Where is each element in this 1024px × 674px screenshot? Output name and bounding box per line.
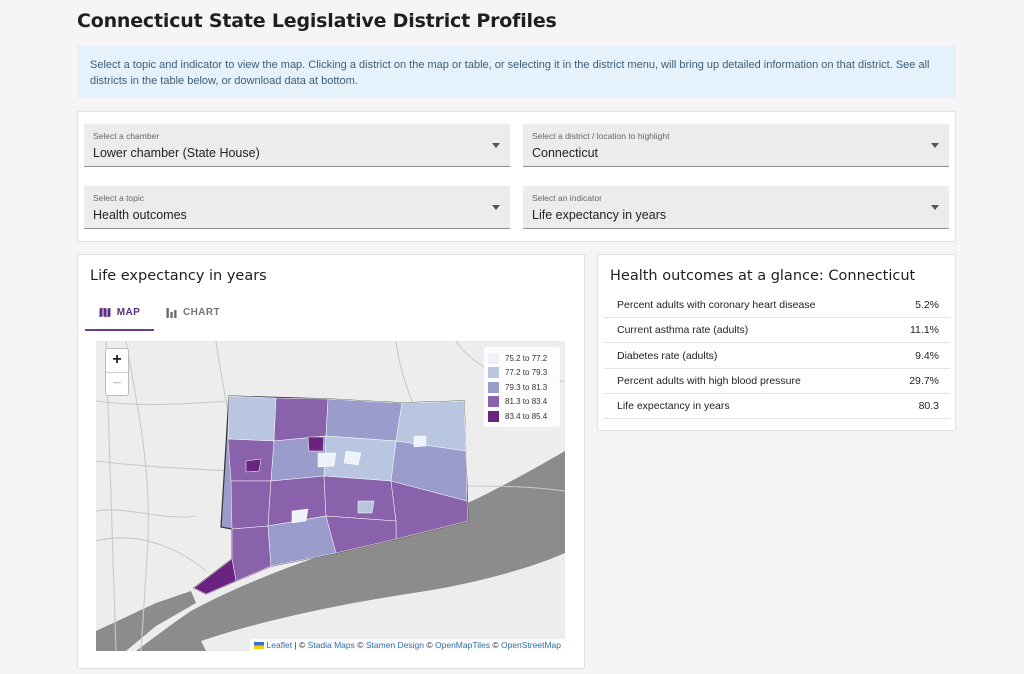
glance-row-label: Diabetes rate (adults)	[617, 350, 718, 362]
glance-row: Diabetes rate (adults) 9.4%	[604, 343, 950, 369]
district-select-value: Connecticut	[532, 146, 599, 160]
glance-row: Percent adults with high blood pressure …	[604, 368, 950, 394]
glance-row-value: 9.4%	[915, 350, 939, 362]
leaflet-link[interactable]: Leaflet	[266, 640, 293, 650]
indicator-select[interactable]: Select an indicator Life expectancy in y…	[523, 186, 949, 229]
legend-label: 81.3 to 83.4	[505, 397, 548, 407]
glance-row-label: Current asthma rate (adults)	[617, 324, 749, 336]
glance-row-label: Percent adults with high blood pressure	[617, 375, 801, 387]
attribution-sep: ©	[354, 640, 366, 650]
legend-swatch	[488, 381, 499, 393]
chevron-down-icon	[931, 143, 939, 148]
legend-item: 81.3 to 83.4	[488, 395, 560, 410]
legend-item: 83.4 to 85.4	[488, 409, 560, 424]
glance-title: Health outcomes at a glance: Connecticut	[610, 268, 916, 284]
topic-select-value: Health outcomes	[93, 208, 187, 222]
tab-chart[interactable]: CHART	[166, 295, 226, 329]
district-select-label: Select a district / location to highligh…	[532, 131, 670, 141]
legend-item: 79.3 to 81.3	[488, 380, 560, 395]
legend-label: 83.4 to 85.4	[505, 411, 548, 421]
ny-shore	[96, 591, 196, 651]
topic-select-label: Select a topic	[93, 193, 145, 203]
chamber-select[interactable]: Select a chamber Lower chamber (State Ho…	[84, 124, 510, 167]
openmaptiles-link[interactable]: OpenMapTiles	[435, 640, 490, 650]
district-select[interactable]: Select a district / location to highligh…	[523, 124, 949, 167]
legend-swatch	[488, 352, 499, 364]
map-card: Life expectancy in years MAP CHART	[77, 254, 585, 669]
attribution-sep: ©	[424, 640, 436, 650]
glance-row-value: 80.3	[918, 400, 939, 412]
tab-map[interactable]: MAP	[85, 295, 154, 331]
glance-row-label: Life expectancy in years	[617, 400, 730, 412]
chevron-down-icon	[492, 205, 500, 210]
glance-row: Life expectancy in years 80.3	[604, 393, 950, 419]
chevron-down-icon	[931, 205, 939, 210]
glance-row-value: 5.2%	[915, 299, 939, 311]
legend-swatch	[488, 410, 499, 422]
legend-swatch	[488, 367, 499, 379]
chevron-down-icon	[492, 143, 500, 148]
legend-item: 75.2 to 77.2	[488, 351, 560, 366]
zoom-control: + −	[105, 348, 129, 396]
glance-row-label: Percent adults with coronary heart disea…	[617, 299, 816, 311]
filter-panel: Select a chamber Lower chamber (State Ho…	[77, 111, 956, 242]
map-attribution: Leaflet | © Stadia Maps © Stamen Design …	[250, 639, 565, 651]
stadia-link[interactable]: Stadia Maps	[307, 640, 355, 650]
legend-label: 75.2 to 77.2	[505, 353, 548, 363]
tab-chart-label: CHART	[183, 306, 220, 318]
bar-chart-icon	[166, 307, 177, 318]
tab-map-label: MAP	[116, 306, 141, 318]
glance-card: Health outcomes at a glance: Connecticut…	[597, 254, 956, 431]
map-legend: 75.2 to 77.2 77.2 to 79.3 79.3 to 81.3 8…	[484, 347, 560, 427]
attribution-sep: ©	[489, 640, 501, 650]
openstreetmap-link[interactable]: OpenStreetMap	[500, 640, 561, 650]
glance-row-value: 29.7%	[909, 375, 939, 387]
page-title: Connecticut State Legislative District P…	[77, 10, 557, 32]
glance-row-value: 11.1%	[910, 324, 939, 336]
long-island	[201, 553, 565, 651]
legend-label: 77.2 to 79.3	[505, 368, 548, 378]
map-icon	[99, 307, 111, 317]
district-shapes	[193, 395, 469, 595]
glance-row: Current asthma rate (adults) 11.1%	[604, 317, 950, 343]
glance-row: Percent adults with coronary heart disea…	[604, 292, 950, 318]
attribution-sep: | ©	[292, 640, 308, 650]
stamen-link[interactable]: Stamen Design	[365, 640, 425, 650]
topic-select[interactable]: Select a topic Health outcomes	[84, 186, 510, 229]
chamber-select-value: Lower chamber (State House)	[93, 146, 260, 160]
indicator-select-label: Select an indicator	[532, 193, 602, 203]
zoom-out-button[interactable]: −	[112, 375, 122, 392]
zoom-in-button[interactable]: +	[106, 349, 128, 373]
map-card-title: Life expectancy in years	[90, 268, 267, 284]
district-map[interactable]: + − 75.2 to 77.2 77.2 to 79.3 79.3 to 81…	[96, 341, 565, 651]
legend-item: 77.2 to 79.3	[488, 366, 560, 381]
ukraine-flag-icon	[254, 642, 265, 649]
intro-text: Select a topic and indicator to view the…	[77, 45, 956, 98]
chamber-select-label: Select a chamber	[93, 131, 160, 141]
indicator-select-value: Life expectancy in years	[532, 208, 667, 222]
legend-label: 79.3 to 81.3	[505, 382, 548, 392]
legend-swatch	[488, 396, 499, 408]
